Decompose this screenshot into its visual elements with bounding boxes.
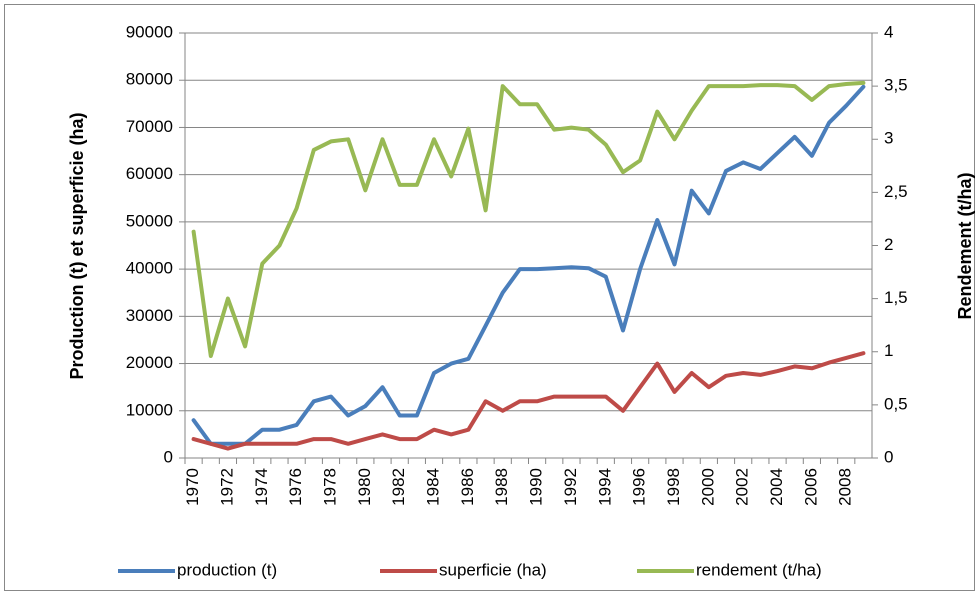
- y-tick-label: 30000: [126, 306, 173, 325]
- x-tick-label: 2004: [767, 468, 786, 506]
- y2-tick-label: 1,5: [884, 288, 908, 307]
- legend-label: rendement (t/ha): [696, 560, 822, 579]
- x-tick-label: 2000: [698, 468, 717, 506]
- y-tick-label: 80000: [126, 70, 173, 89]
- y-tick-label: 90000: [126, 22, 173, 41]
- y2-axis-title: Rendement (t/ha): [955, 172, 975, 319]
- x-tick-label: 1996: [630, 468, 649, 506]
- y-tick-label: 70000: [126, 117, 173, 136]
- y2-tick-label: 2: [884, 235, 893, 254]
- x-tick-label: 1998: [664, 468, 683, 506]
- x-tick-label: 2008: [836, 468, 855, 506]
- legend-label: production (t): [177, 560, 277, 579]
- y-tick-label: 60000: [126, 164, 173, 183]
- series-line: [191, 351, 866, 451]
- x-tick-label: 1994: [595, 468, 614, 506]
- x-tick-label: 2006: [801, 468, 820, 506]
- x-tick-label: 1988: [492, 468, 511, 506]
- y-tick-label: 40000: [126, 259, 173, 278]
- y2-tick-label: 4: [884, 22, 893, 41]
- x-tick-label: 1972: [217, 468, 236, 506]
- y-tick-label: 50000: [126, 211, 173, 230]
- y2-tick-label: 3,5: [884, 76, 908, 95]
- x-tick-label: 1982: [389, 468, 408, 506]
- x-tick-label: 1976: [286, 468, 305, 506]
- y2-tick-label: 0,5: [884, 394, 908, 413]
- y2-tick-label: 0: [884, 447, 893, 466]
- x-tick-label: 1978: [320, 468, 339, 506]
- x-tick-label: 1992: [561, 468, 580, 506]
- y-axis-title: Production (t) et superficie (ha): [67, 112, 87, 379]
- chart-frame: [4, 4, 975, 591]
- y2-tick-label: 1: [884, 341, 893, 360]
- series-line: [191, 84, 866, 446]
- series-line: [191, 80, 866, 358]
- x-tick-label: 1984: [424, 468, 443, 506]
- y2-tick-label: 3: [884, 129, 893, 148]
- x-tick-label: 1974: [252, 468, 271, 506]
- y-tick-label: 20000: [126, 353, 173, 372]
- x-tick-label: 2002: [733, 468, 752, 506]
- y-tick-label: 0: [164, 447, 173, 466]
- legend-label: superficie (ha): [439, 560, 547, 579]
- y2-tick-label: 2,5: [884, 182, 908, 201]
- x-tick-label: 1986: [458, 468, 477, 506]
- x-tick-label: 1990: [527, 468, 546, 506]
- x-tick-label: 1970: [183, 468, 202, 506]
- x-tick-label: 1980: [355, 468, 374, 506]
- y-tick-label: 10000: [126, 400, 173, 419]
